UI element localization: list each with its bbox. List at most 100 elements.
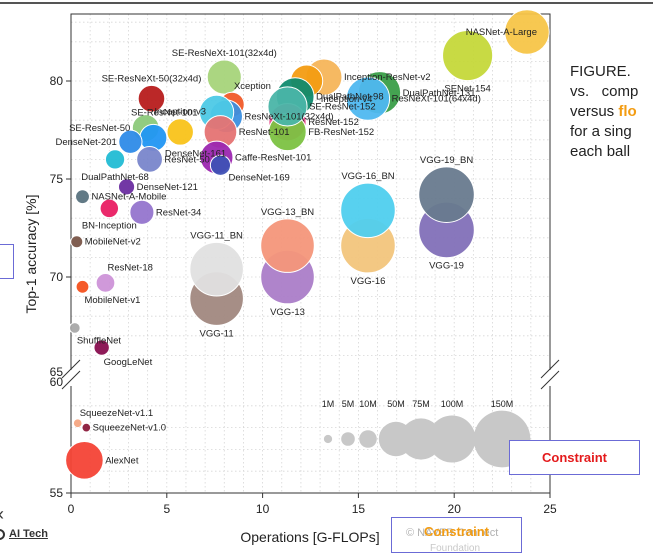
bubble-label: VGG-19_BN (420, 155, 473, 166)
bubble-label: ResNet-18 (107, 263, 152, 274)
x-tick-label: 5 (163, 502, 170, 516)
size-legend-label: 50M (387, 399, 405, 409)
brand-circle-icon (0, 528, 5, 540)
bubble-label: DenseNet-169 (229, 172, 290, 183)
bubble (260, 218, 315, 273)
bubble-label: AlexNet (105, 455, 139, 466)
bubble (75, 279, 90, 294)
bubble-label: VGG-16 (351, 276, 386, 287)
break-mark (61, 359, 81, 379)
bubble (104, 149, 126, 170)
bubble-label: ResNeXt-101(32x4d) (244, 111, 333, 122)
constraint-label: Constraint (542, 450, 607, 465)
bubble-label: Inception-v4 (321, 94, 373, 105)
size-legend-label: 5M (342, 399, 355, 409)
bubble-label: ResNet-34 (156, 207, 201, 218)
bubble-label: ResNet-50 (164, 154, 209, 165)
bubble (189, 241, 244, 297)
bubble-label: VGG-11_BN (190, 230, 243, 241)
x-ticks: 0 5 10 15 20 25 (68, 493, 557, 516)
size-legend-label: 150M (491, 399, 514, 409)
size-legend-bubble (428, 415, 476, 463)
break-mark (540, 370, 560, 390)
bubble (418, 166, 475, 223)
bubble-label: VGG-11 (200, 328, 234, 339)
bubble (442, 29, 494, 82)
bubble-label: GoogLeNet (104, 357, 153, 368)
bubble-label: FB-ResNet-152 (308, 127, 374, 138)
constraint-label-orange: Constraint (424, 524, 489, 539)
bubble-label: SqueezeNet-v1.0 (93, 423, 166, 434)
bubble-label: SqueezeNet-v1.1 (80, 408, 153, 419)
bubble-label: DualPathNet-131 (403, 88, 476, 99)
bubble-label: SE-ResNet-101 (131, 107, 198, 118)
bubble-label: Caffe-ResNet-101 (235, 152, 311, 163)
bubble (340, 182, 396, 239)
bubble-label: DenseNet-161 (165, 148, 226, 159)
size-legend: 1M 5M 10M 50M 75M 100M 150M (322, 399, 531, 468)
plot-frame (70, 13, 551, 494)
bubble-label: NASNet-A-Mobile (91, 192, 166, 203)
bubble-label: ShuffleNet (77, 335, 122, 346)
bubble (129, 199, 155, 225)
x-tick-label: 20 (448, 502, 462, 516)
bubble-label: NASNet-A-Large (466, 27, 537, 38)
top-rule (0, 2, 653, 4)
y-tick-label: 65 (50, 365, 64, 379)
size-legend-label: 10M (359, 399, 377, 409)
bubble (99, 198, 120, 219)
bubble-label: SENet-154 (444, 84, 490, 95)
bubble-labels: NASNet-A-Large SENet-154 SE-ResNeXt-101(32… (56, 27, 537, 466)
bubble-label: VGG-13_BN (261, 207, 314, 218)
bubble-label: DenseNet-121 (137, 182, 198, 193)
bubbles (65, 9, 550, 480)
bubble-label: Inception-v3 (154, 107, 206, 118)
size-legend-bubble (341, 432, 355, 446)
bubble-label: SE-ResNeXt-50(32x4d) (102, 73, 202, 84)
caption-line-1: FIGURE. (570, 63, 631, 80)
caption-line-3-prefix: versus (570, 103, 619, 120)
figure-caption: FIGURE. vs. comp versus flo for a sing e… (570, 62, 653, 162)
axis-break (61, 359, 560, 390)
constraint-box: Constraint (509, 440, 640, 475)
bubble-label: DualPathNet-68 (81, 172, 149, 183)
bubble-label: DualPathNet-98 (316, 92, 384, 103)
bubble-label: Xception (234, 81, 271, 92)
bubble-label: Inception-ResNet-v2 (344, 72, 431, 83)
size-legend-label: 1M (322, 399, 335, 409)
bubble (93, 339, 110, 356)
caption-line-4: for a sing (570, 123, 632, 140)
break-mark (540, 359, 560, 379)
brand-name: AI Tech (9, 528, 48, 540)
bubble (72, 418, 83, 429)
bubble-label: SE-ResNet-50 (69, 123, 130, 134)
size-legend-bubble (359, 430, 377, 448)
bubble (69, 322, 81, 334)
y-tick-label: 55 (50, 486, 64, 500)
y-tick-label: 80 (50, 74, 64, 88)
caption-line-3: versus flo (570, 102, 653, 122)
brand-logo: AI Tech (0, 528, 48, 540)
size-legend-label: 100M (441, 399, 464, 409)
bubble-label: DenseNet-201 (56, 137, 117, 148)
break-mask-right (547, 370, 553, 386)
bubble-label: ResNet-152 (308, 117, 359, 128)
bubble (136, 146, 163, 173)
bubble (75, 189, 90, 205)
x-tick-label: 25 (543, 502, 557, 516)
x-axis-title: Operations [G-FLOPs] (240, 529, 379, 545)
bubble (95, 273, 116, 293)
caption-line-5: each ball (570, 143, 631, 160)
y-axis-title: Top-1 accuracy [%] (23, 194, 39, 313)
bubble (65, 441, 104, 480)
watermark-line2: Foundation (430, 543, 481, 553)
break-mark (61, 370, 81, 390)
bubble (117, 178, 136, 196)
bubble-label: BN-Inception (82, 221, 137, 232)
constraint-box-orange: © NAVER Connect Foundation Constraint (391, 517, 522, 553)
chevron-left-icon[interactable]: ‹ (0, 505, 4, 523)
bubble-label: MobileNet-v2 (85, 237, 141, 248)
y-tick-label: 70 (50, 270, 64, 284)
